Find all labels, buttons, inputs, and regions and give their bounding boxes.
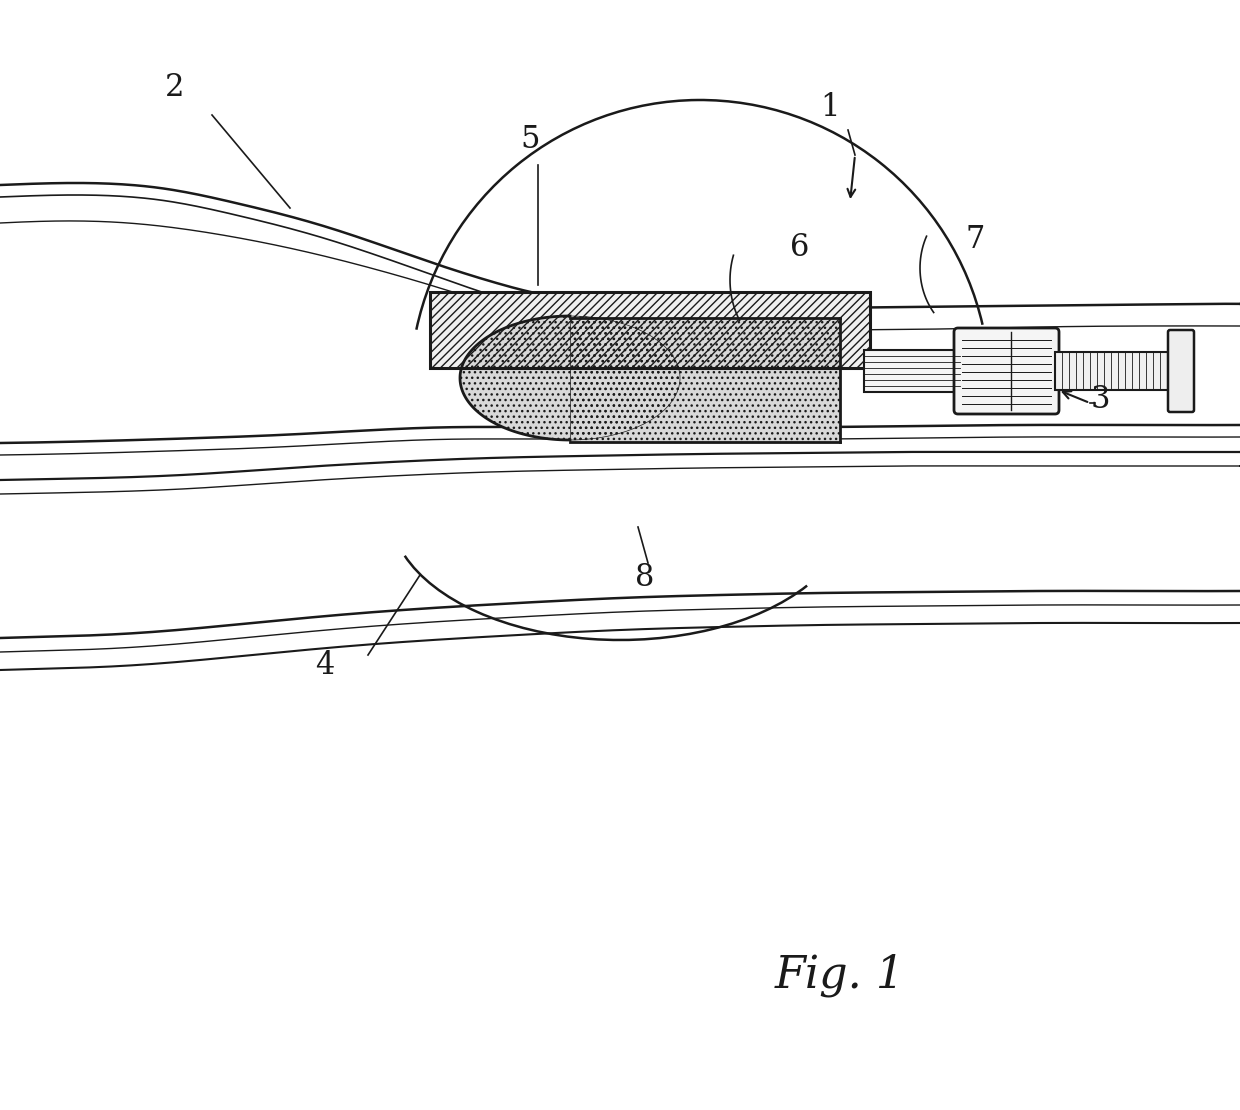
Bar xyxy=(430,292,870,369)
Text: Fig. 1: Fig. 1 xyxy=(775,953,905,997)
Text: 6: 6 xyxy=(790,232,810,263)
Bar xyxy=(1055,352,1171,390)
FancyBboxPatch shape xyxy=(954,327,1059,414)
Text: 3: 3 xyxy=(1090,384,1110,415)
Bar xyxy=(430,292,870,369)
FancyBboxPatch shape xyxy=(1168,330,1194,412)
Text: 4: 4 xyxy=(315,649,335,680)
Text: 7: 7 xyxy=(965,224,985,255)
Bar xyxy=(570,317,839,442)
Text: 8: 8 xyxy=(635,563,655,594)
Ellipse shape xyxy=(460,316,680,440)
Text: 2: 2 xyxy=(165,71,185,102)
Bar xyxy=(864,350,960,392)
Text: 5: 5 xyxy=(521,124,539,155)
Bar xyxy=(430,292,870,369)
Text: 1: 1 xyxy=(820,92,839,123)
Bar xyxy=(570,317,839,442)
